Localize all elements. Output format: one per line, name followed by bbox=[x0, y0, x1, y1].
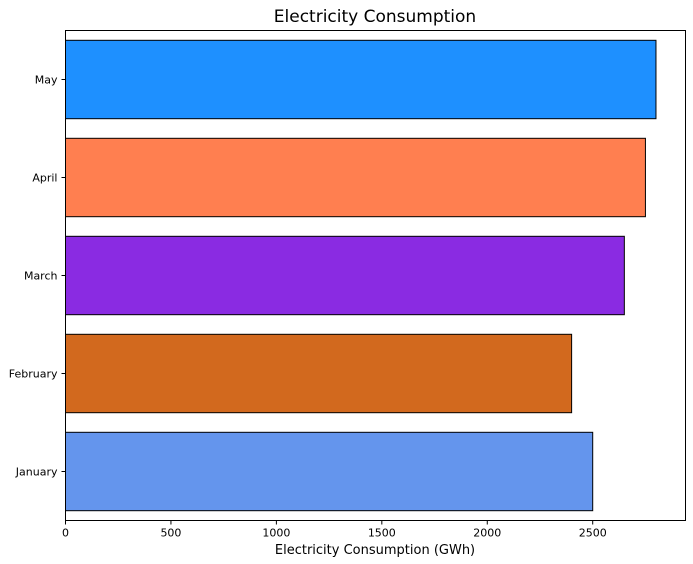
x-tick-label: 2000 bbox=[473, 527, 501, 540]
bar-may bbox=[65, 39, 657, 120]
bar-january bbox=[65, 431, 594, 512]
y-axis-ticks: January February March April May bbox=[9, 74, 66, 479]
bar-february bbox=[65, 333, 573, 414]
x-tick-label: 1500 bbox=[368, 527, 396, 540]
x-tick-label: 0 bbox=[62, 527, 69, 540]
y-tick-label: January bbox=[15, 466, 58, 479]
y-tick-label: May bbox=[35, 74, 58, 87]
x-tick-label: 1000 bbox=[262, 527, 290, 540]
x-axis-label: Electricity Consumption (GWh) bbox=[275, 543, 475, 558]
y-tick-label: March bbox=[24, 270, 58, 283]
plot-area-frame bbox=[65, 30, 686, 521]
y-tick-label: April bbox=[32, 172, 57, 185]
x-tick-label: 2500 bbox=[579, 527, 607, 540]
x-tick-label: 500 bbox=[160, 527, 181, 540]
y-tick-label: February bbox=[9, 368, 58, 381]
chart-title: Electricity Consumption bbox=[274, 7, 476, 27]
bars-group bbox=[65, 39, 657, 512]
bar-april bbox=[65, 137, 646, 218]
bar-march bbox=[65, 235, 625, 316]
x-axis-ticks: 0 500 1000 1500 2000 2500 bbox=[62, 520, 607, 540]
